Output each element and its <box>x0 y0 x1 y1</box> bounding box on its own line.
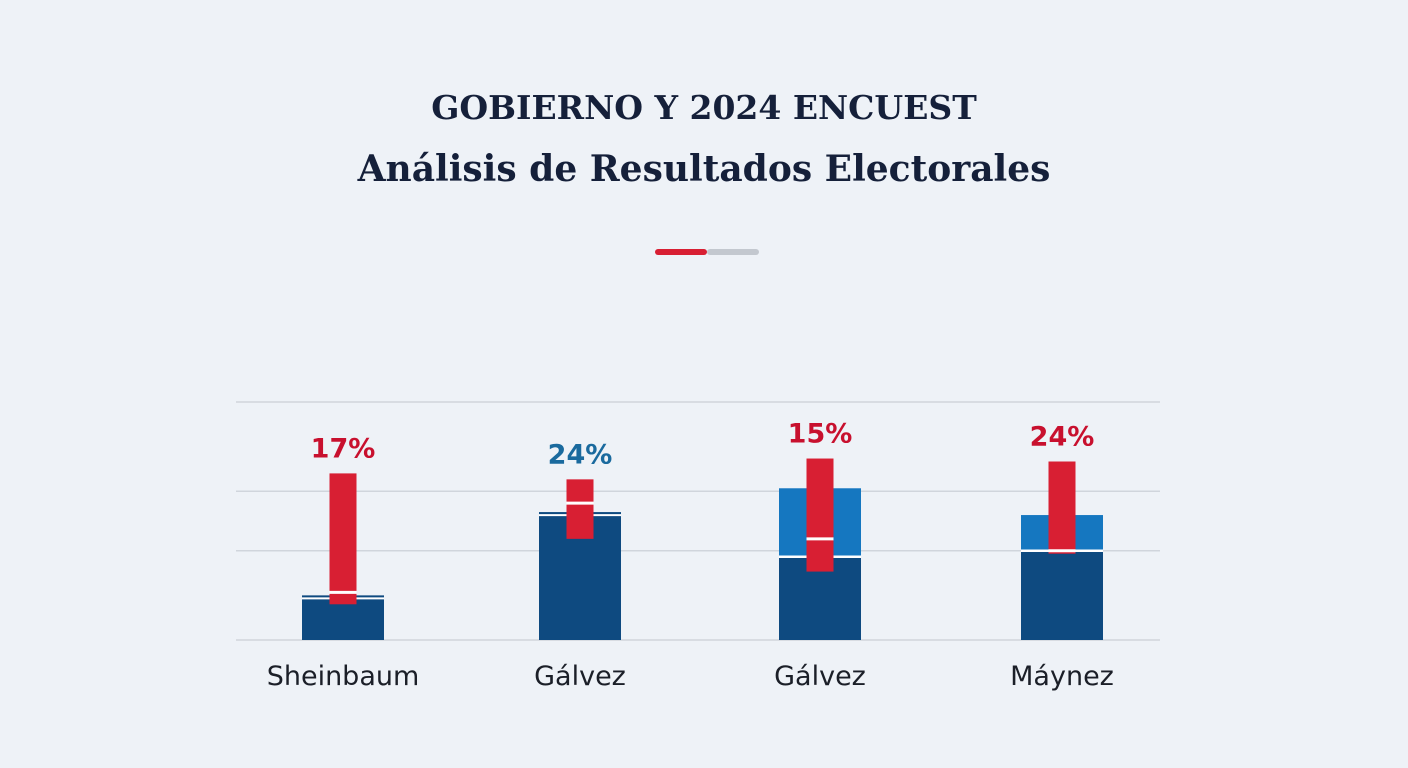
category-label: Sheinbaum <box>267 661 420 692</box>
data-label: 15% <box>788 419 853 450</box>
chart-subtitle: Análisis de Resultados Electorales <box>357 148 1051 190</box>
bar-range <box>329 473 357 605</box>
category-label: Máynez <box>1010 661 1114 692</box>
divider-accent-red <box>655 249 707 255</box>
data-label: 24% <box>548 439 613 470</box>
chart-title: GOBIERNO Y 2024 ENCUEST <box>431 88 977 127</box>
bar-range <box>806 458 834 572</box>
category-label: Gálvez <box>534 661 626 692</box>
category-label: Gálvez <box>774 661 866 692</box>
divider-accent-gray <box>707 249 759 255</box>
data-label: 17% <box>311 433 376 464</box>
bar-base <box>1021 550 1103 640</box>
bar-range <box>566 479 594 539</box>
bar-range <box>1048 461 1076 554</box>
data-label: 24% <box>1030 422 1095 453</box>
